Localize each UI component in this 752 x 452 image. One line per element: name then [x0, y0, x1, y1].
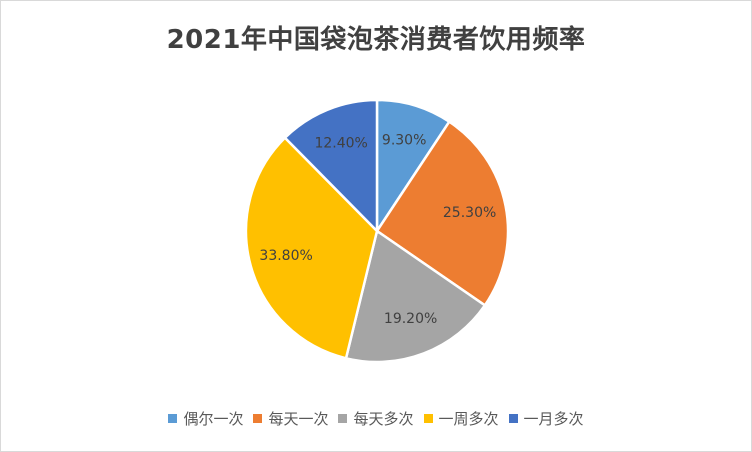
legend-swatch-5	[508, 414, 518, 423]
pie-slice-4	[244, 136, 379, 360]
slice-label-2: 25.30%	[443, 205, 496, 221]
legend-item-2: 每天一次	[253, 408, 328, 429]
legend-swatch-1	[168, 414, 178, 423]
legend-swatch-4	[423, 414, 433, 423]
slice-label-5: 12.40%	[314, 136, 367, 152]
legend-label-3: 每天多次	[353, 410, 414, 428]
slice-label-4: 33.80%	[259, 248, 312, 264]
legend-label-4: 一周多次	[438, 410, 499, 428]
legend-label-1: 偶尔一次	[183, 410, 244, 428]
legend-label-2: 每天一次	[268, 410, 329, 428]
legend-swatch-2	[253, 414, 263, 423]
chart-title: 2021年中国袋泡茶消费者饮用频率	[166, 25, 586, 55]
legend-item-1: 偶尔一次	[168, 408, 243, 429]
pie-slice-1	[375, 98, 451, 236]
legend-item-3: 每天多次	[338, 408, 414, 429]
legend-label-5: 一月多次	[523, 410, 584, 428]
slice-label-3: 19.20%	[384, 311, 437, 327]
legend-item-5: 一月多次	[508, 408, 584, 429]
pie-slice-2	[375, 120, 510, 308]
legend: 偶尔一次 每天一次 每天多次 一周多次 一月多次	[1, 408, 751, 429]
pie-slice-3	[344, 228, 487, 364]
legend-swatch-3	[338, 414, 348, 423]
legend-item-4: 一周多次	[423, 408, 499, 429]
slice-label-1: 9.30%	[382, 133, 426, 149]
pie-slice-5	[283, 98, 379, 235]
